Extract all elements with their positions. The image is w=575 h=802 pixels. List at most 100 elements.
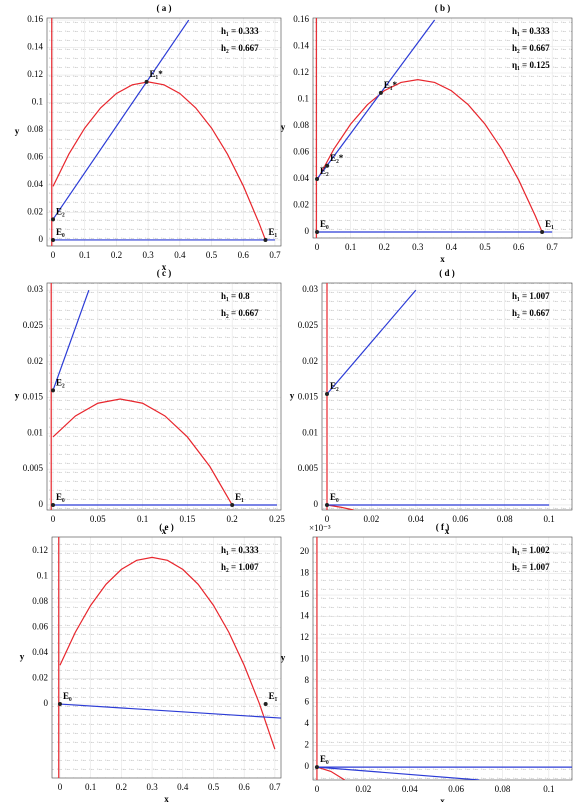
y-tick-label: 0.025 [298, 320, 319, 330]
y-tick-label: 0.02 [32, 673, 48, 683]
point-label: E₀ [56, 492, 65, 502]
x-tick-label: 0.5 [206, 250, 218, 260]
x-tick-label: 0.06 [448, 784, 464, 794]
curve [316, 766, 480, 780]
parameter-label: h₂ = 0.667 [512, 308, 550, 318]
point-label: E₂ [56, 206, 65, 216]
x-tick-label: 0.5 [479, 242, 491, 252]
equilibrium-point [51, 388, 56, 393]
x-tick-label: 0.2 [111, 250, 122, 260]
x-tick-label: 0.1 [543, 514, 554, 524]
x-tick-label: 0.6 [239, 782, 251, 792]
x-tick-label: 0.7 [547, 242, 559, 252]
y-tick-label: 0.1 [298, 94, 309, 104]
parameter-label: h₁ = 0.8 [221, 291, 250, 301]
y-tick-label: 0.14 [293, 41, 309, 51]
equilibrium-point [263, 702, 268, 707]
x-tick-label: 0 [325, 514, 330, 524]
panel: 0 0.02 0.04 0.06 0.08 0.1 0 2 4 6 8 10 12 14 16 18 20 ( f… [281, 522, 573, 802]
parameter-label: h₂ = 0.667 [512, 43, 550, 53]
equilibrium-point [263, 237, 268, 242]
panel: 0 0.02 0.04 0.06 0.08 0.1 0 0.005 0.01 0.015 0.02 0… [290, 268, 573, 536]
curve [326, 289, 417, 395]
parameter-label: h₁ = 0.333 [512, 26, 550, 36]
x-axis-label: x [164, 794, 169, 802]
x-tick-label: 0.1 [79, 250, 90, 260]
y-tick-label: 0.14 [27, 42, 43, 52]
y-tick-label: 0.03 [302, 284, 318, 294]
x-tick-label: 0.2 [379, 242, 390, 252]
panel: 0 0.1 0.2 0.3 0.4 0.5 0.6 0.7 0 0.02 0.04 0.06 0.08 0… [281, 3, 573, 264]
vector-field [47, 283, 281, 510]
equilibrium-point [378, 90, 383, 95]
x-tick-label: 0 [51, 514, 56, 524]
y-tick-label: 0.025 [23, 320, 44, 330]
curve [316, 79, 543, 233]
curve [316, 766, 346, 780]
y-tick-label: 12 [300, 632, 309, 642]
y-tick-label: 0 [39, 234, 44, 244]
curve [52, 289, 90, 391]
plot-frame [321, 282, 573, 511]
x-tick-label: 0.1 [543, 784, 554, 794]
y-tick-label: 0.005 [298, 463, 319, 473]
curve [59, 556, 276, 750]
curve [326, 504, 354, 510]
y-tick-label: 0 [44, 698, 49, 708]
x-tick-label: 0.7 [269, 250, 281, 260]
y-tick-label: 0.02 [27, 207, 43, 217]
panel: 0 0.1 0.2 0.3 0.4 0.5 0.6 0.7 0 0.02 0.04 0.06 0.08 0… [20, 522, 282, 802]
y-tick-label: 10 [300, 654, 310, 664]
panel: 0 0.1 0.2 0.3 0.4 0.5 0.6 0.7 0 0.02 0.04 0.06 0.08 0… [15, 3, 282, 272]
point-label: E₀ [63, 691, 72, 701]
y-tick-label: 20 [300, 546, 310, 556]
x-tick-label: 0.6 [513, 242, 525, 252]
plot-frame [46, 17, 282, 247]
x-tick-label: 0.1 [85, 782, 96, 792]
x-tick-label: 0.2 [227, 514, 238, 524]
x-tick-label: 0.02 [364, 514, 380, 524]
y-tick-label: 0.04 [32, 647, 48, 657]
point-label: E₀ [320, 219, 329, 229]
x-tick-label: 0.08 [495, 784, 511, 794]
x-tick-label: 0.08 [497, 514, 513, 524]
x-tick-label: 0.7 [269, 782, 281, 792]
curve [52, 19, 190, 220]
vector-field [313, 537, 572, 780]
panel-title: ( c ) [157, 268, 172, 278]
equilibrium-point [324, 502, 329, 507]
y-tick-label: 0.01 [302, 427, 318, 437]
y-axis-label: y [281, 122, 286, 132]
x-tick-label: 0 [51, 250, 56, 260]
y-tick-label: 18 [300, 568, 310, 578]
y-tick-label: 0 [314, 499, 319, 509]
y-tick-label: 14 [300, 611, 310, 621]
equilibrium-point [325, 163, 330, 168]
plot-frame [312, 536, 573, 781]
x-tick-label: 0.6 [238, 250, 250, 260]
equilibrium-point [315, 230, 320, 235]
panel-title: ( b ) [435, 3, 451, 13]
point-label: E₀ [330, 492, 339, 502]
y-tick-label: 0.12 [293, 67, 309, 77]
x-tick-label: 0.5 [208, 782, 220, 792]
y-tick-label: 0.08 [27, 124, 43, 134]
plot-frame [51, 536, 282, 779]
y-tick-label: 0.02 [27, 356, 43, 366]
y-tick-label: 0.04 [293, 173, 309, 183]
y-tick-label: 0.1 [32, 97, 43, 107]
y-tick-label: 0 [305, 761, 310, 771]
y-tick-label: 16 [300, 589, 310, 599]
equilibrium-point [540, 230, 545, 235]
parameter-label: h₂ = 0.667 [221, 43, 259, 53]
parameter-label: h₁ = 0.333 [221, 26, 259, 36]
vector-field [52, 537, 281, 778]
x-tick-label: 0.4 [177, 782, 189, 792]
y-tick-label: 0.02 [302, 356, 318, 366]
curve [59, 703, 281, 719]
equilibrium-point [314, 765, 319, 770]
point-label: E₁ [269, 691, 278, 701]
point-label: E₁ [268, 227, 277, 237]
y-tick-label: 0.015 [23, 392, 44, 402]
